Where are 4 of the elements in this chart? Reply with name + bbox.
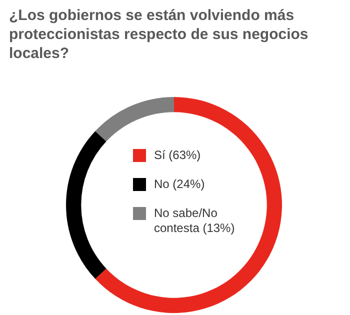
legend-label: Sí (63%) <box>154 148 201 163</box>
chart-title: ¿Los gobiernos se están volviendo más proteccionistas respecto de sus negocios locales? <box>9 6 310 63</box>
legend-label: No (24%) <box>154 177 205 192</box>
legend-label: No sabe/No contesta (13%) <box>154 206 236 236</box>
